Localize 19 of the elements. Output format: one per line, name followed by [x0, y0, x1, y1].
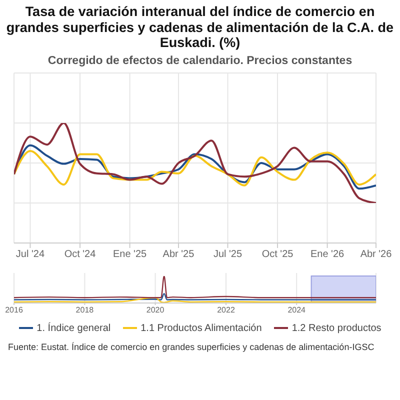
- x-tick-label: Oct '24: [64, 248, 96, 260]
- x-tick-label: Oct '25: [262, 248, 294, 260]
- x-tick-label: 2018: [76, 305, 94, 314]
- x-tick-label: Jul '24: [16, 248, 45, 260]
- x-tick-label: 2016: [5, 305, 24, 314]
- x-tick-label: Abr '25: [162, 248, 195, 260]
- x-tick-label: 2022: [217, 305, 236, 314]
- x-tick-label: Ene '25: [112, 248, 148, 260]
- x-tick-label: Abr '26: [360, 248, 392, 260]
- x-tick-label: 2020: [146, 305, 165, 314]
- source-note: Fuente: Eustat. Índice de comercio en grandes superficies y cadenas de alimentación-IGSC: [7, 340, 376, 352]
- legend-label: 1. Índice general: [36, 322, 111, 334]
- x-tick-label: Ene '26: [310, 248, 345, 260]
- chart-title: Tasa de variación interanual del índice de comercio en grandes superficies y cadenas de alimentación de la C.A. de Euskadi. (%): [5, 3, 395, 51]
- legend-label: 1.1 Productos Alimentación: [140, 322, 262, 334]
- x-tick-label: Jul '25: [213, 248, 242, 260]
- legend-label: 1.2 Resto productos: [290, 322, 382, 334]
- x-tick-label: 2024: [288, 305, 306, 314]
- chart-subtitle: Corregido de efectos de calendario. Precios constantes: [46, 54, 354, 67]
